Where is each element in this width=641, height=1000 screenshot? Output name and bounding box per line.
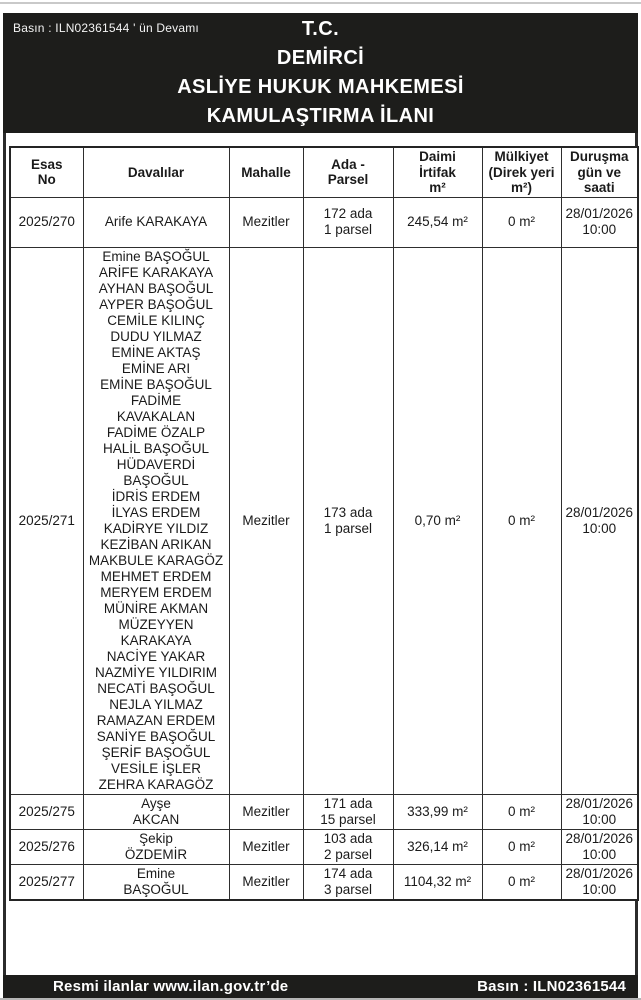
cell-ada-parsel: 174 ada 3 parsel [302,863,394,900]
cell-ada-parsel: 172 ada 1 parsel [302,196,394,248]
cell-durusma: 28/01/2026 10:00 [560,793,639,830]
cell-davalilar: Emine BAŞOĞUL [82,863,230,900]
cell-mahalle: Mezitler [228,196,304,248]
cell-esas-no: 2025/276 [9,828,84,865]
cell-esas-no: 2025/270 [9,196,84,248]
footer-official-ads-text: Resmi ilanlar www.ilan.gov.tr’de [53,978,289,995]
title-line-tc: T.C. [301,18,340,40]
table-header-row: Esas No Davalılar Mahalle Ada - Parsel D… [9,146,639,198]
cell-mulkiyet: 0 m² [481,793,562,830]
header-daimi-irtifak: Daimi İrtifak m² [392,146,483,198]
cell-daimi-irtifak: 245,54 m² [392,196,483,248]
cell-daimi-irtifak: 0,70 m² [392,246,483,795]
cell-esas-no: 2025/275 [9,793,84,830]
cell-davalilar-list: Emine BAŞOĞUL ARİFE KARAKAYA AYHAN BAŞOĞ… [82,246,230,795]
table-row: 2025/270 Arife KARAKAYA Mezitler 172 ada… [9,196,639,248]
cell-mahalle: Mezitler [228,828,304,865]
cell-daimi-irtifak: 326,14 m² [392,828,483,865]
page-frame-left [3,133,6,976]
cell-durusma: 28/01/2026 10:00 [560,828,639,865]
header-esas-no: Esas No [9,146,84,198]
cell-mulkiyet: 0 m² [481,246,562,795]
cell-ada-parsel: 103 ada 2 parsel [302,828,394,865]
cell-davalilar: Şekip ÖZDEMİR [82,828,230,865]
cell-mulkiyet: 0 m² [481,196,562,248]
header-mahalle: Mahalle [228,146,304,198]
expropriation-table: Esas No Davalılar Mahalle Ada - Parsel D… [9,146,639,901]
header-mulkiyet: Mülkiyet (Direk yeri m²) [481,146,562,198]
cell-mahalle: Mezitler [228,793,304,830]
table-row: 2025/276 Şekip ÖZDEMİR Mezitler 103 ada … [9,828,639,865]
footer-press-id: Basın : ILN02361544 [477,978,626,995]
page-bottom-rule [0,998,641,1000]
cell-ada-parsel: 171 ada 15 parsel [302,793,394,830]
title-line-notice-type: KAMULAŞTIRMA İLANI [206,105,435,127]
table-row: 2025/275 Ayşe AKCAN Mezitler 171 ada 15 … [9,793,639,830]
cell-durusma: 28/01/2026 10:00 [560,863,639,900]
cell-mulkiyet: 0 m² [481,863,562,900]
cell-mulkiyet: 0 m² [481,828,562,865]
header-ada-parsel: Ada - Parsel [302,146,394,198]
official-ads-footer: Resmi ilanlar www.ilan.gov.tr’de Basın :… [3,975,638,998]
header-davalilar: Davalılar [82,146,230,198]
cell-daimi-irtifak: 333,99 m² [392,793,483,830]
cell-durusma: 28/01/2026 10:00 [560,196,639,248]
continuation-note: Basın : ILN02361544 ' ün Devamı [13,21,199,35]
header-durusma: Duruşma gün ve saati [560,146,639,198]
cell-esas-no: 2025/271 [9,246,84,795]
notice-masthead: Basın : ILN02361544 ' ün Devamı T.C. DEM… [3,13,638,133]
cell-esas-no: 2025/277 [9,863,84,900]
cell-ada-parsel: 173 ada 1 parsel [302,246,394,795]
cell-durusma: 28/01/2026 10:00 [560,246,639,795]
cell-davalilar: Arife KARAKAYA [82,196,230,248]
cell-daimi-irtifak: 1104,32 m² [392,863,483,900]
title-line-court-city: DEMİRCİ [276,47,365,69]
cell-mahalle: Mezitler [228,863,304,900]
cell-mahalle: Mezitler [228,246,304,795]
table-row: 2025/271 Emine BAŞOĞUL ARİFE KARAKAYA AY… [9,246,639,795]
cell-davalilar: Ayşe AKCAN [82,793,230,830]
table-row: 2025/277 Emine BAŞOĞUL Mezitler 174 ada … [9,863,639,900]
title-line-court-name: ASLİYE HUKUK MAHKEMESİ [177,76,464,98]
page-top-rule [0,2,641,4]
